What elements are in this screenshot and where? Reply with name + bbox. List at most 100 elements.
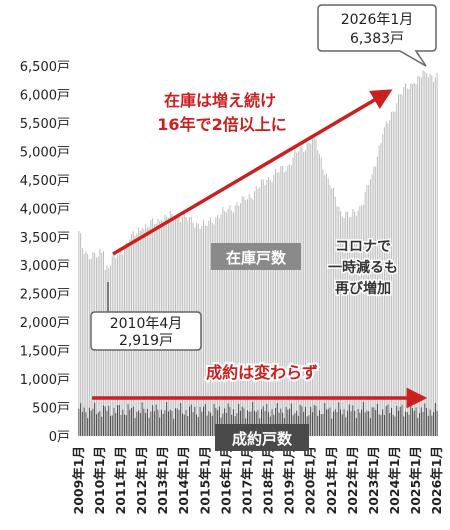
contract-bar [264,410,266,436]
contract-bar [92,408,94,436]
contract-bar [148,417,150,436]
contract-bar [290,403,292,436]
contract-bar [401,404,403,436]
x-tick-label: 2019年1月 [282,446,297,515]
contract-bar [271,409,273,436]
contract-bar [118,405,120,436]
contract-bar [204,404,206,436]
inventory-bar [403,87,405,436]
contract-bar [340,409,342,436]
contracts-label: 成約戸数 [232,430,293,448]
contract-bar [215,408,217,436]
inventory-bar [248,194,250,436]
contract-bar [131,407,133,436]
contract-bar [255,411,257,436]
contract-bar [431,415,433,436]
contract-bar [125,415,127,436]
contract-bar [113,407,115,436]
contract-bar [181,413,183,436]
contract-bar [194,406,196,436]
contract-bar [239,410,241,436]
x-tick-label: 2015年1月 [197,446,212,515]
contract-bar [203,406,205,436]
contract-bar [199,406,201,436]
contract-bar [364,412,366,436]
contract-bar [117,405,119,436]
inventory-bar [343,217,345,436]
inventory-bar [359,205,361,436]
inventory-bar [434,77,436,436]
contract-bar [399,406,401,436]
contract-bar [134,418,136,436]
contract-bar [102,405,104,436]
contract-bar [85,412,87,436]
contract-bar [183,414,185,436]
inventory-bar [204,225,206,436]
inventory-bar [364,192,366,436]
contract-bar [362,402,364,436]
inventory-bar [238,205,240,436]
inventory-bar [394,111,396,436]
inventory-bar [264,185,266,436]
contract-bar [417,417,419,436]
inventory-bar [201,226,203,436]
inventory-bar [422,70,424,436]
contract-bar [229,407,231,436]
x-tick-label: 2023年1月 [366,446,381,515]
contract-bar [366,410,368,436]
contract-bar [80,403,82,436]
inventory-bar [401,94,403,437]
contract-bar [280,408,282,436]
contract-bar [380,415,382,436]
contract-bar [427,415,429,436]
contract-bar [285,406,287,436]
inventory-bar [426,73,428,436]
inventory-bar [325,173,327,436]
contract-bar [185,409,187,436]
y-tick-label: 3,000戸 [20,259,70,274]
inventory-bar [417,76,419,436]
contract-bar [405,411,407,436]
contract-bar [317,416,319,436]
contract-bar [243,408,245,436]
inventory-bar [431,75,433,437]
x-tick-label: 2026年1月 [429,446,444,515]
contract-bar [429,409,431,436]
contract-bar [157,409,159,436]
inventory-label: 在庫戸数 [226,249,287,267]
x-tick-label: 2011年1月 [113,446,128,515]
contract-bar [424,403,426,436]
contract-bar [289,408,291,436]
contract-bar [189,406,191,436]
contract-bar [101,416,103,436]
inventory-bar [396,103,398,436]
y-tick-label: 6,500戸 [20,60,70,75]
contract-bar [246,410,248,436]
inventory-bar [318,154,320,437]
x-tick-label: 2016年1月 [218,446,233,515]
inventory-bar [262,179,264,436]
contract-bar [257,409,259,436]
inventory-bar [389,120,391,436]
contract-bar [217,410,219,436]
inventory-bar [347,211,349,436]
contract-bar [382,409,384,436]
inventory-bar [210,217,212,436]
inventory-bar [317,150,319,436]
contract-bar [359,412,361,436]
covid-note-line1: コロナで [335,239,391,255]
inventory-bar [294,150,296,437]
inventory-bar [299,146,301,437]
inventory-bar [310,143,312,437]
contract-bar [403,416,405,436]
inventory-bar [268,176,270,437]
y-tick-label: 4,500戸 [20,174,70,189]
contract-bar [108,405,110,436]
contract-bar [331,418,333,436]
contract-bar [383,415,385,436]
contract-bar [213,403,215,436]
inventory-bar [278,172,280,437]
contract-bar [396,405,398,436]
